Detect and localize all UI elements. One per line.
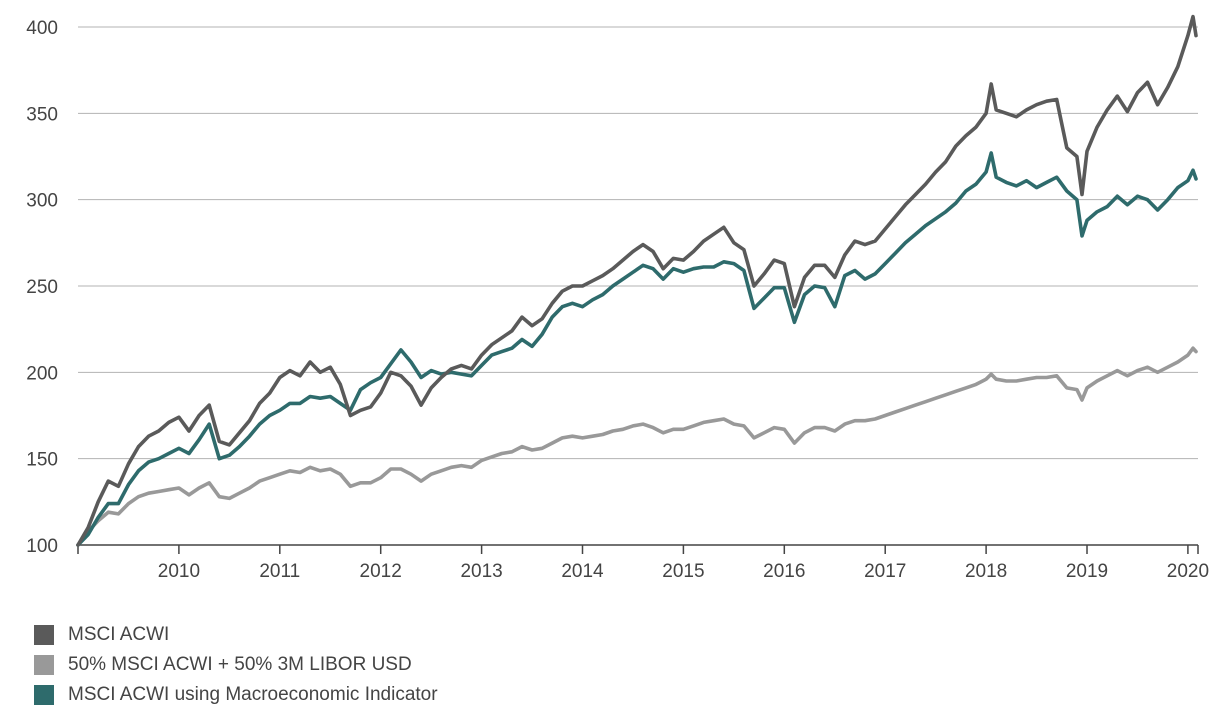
legend-item-blended-libor: 50% MSCI ACWI + 50% 3M LIBOR USD	[34, 650, 438, 680]
y-tick-label: 250	[26, 277, 58, 298]
x-tick-label: 2013	[460, 561, 502, 582]
x-tick-label: 2014	[561, 561, 604, 582]
legend-swatch-msci-acwi	[34, 625, 54, 645]
x-tick-label: 2012	[360, 561, 402, 582]
y-tick-label: 400	[26, 18, 58, 39]
y-tick-label: 200	[26, 363, 58, 384]
x-tick-label: 2019	[1066, 561, 1108, 582]
grid-lines	[78, 26, 1198, 460]
series-lines	[76, 14, 1198, 547]
legend-item-msci-acwi: MSCI ACWI	[34, 620, 438, 650]
y-tick-label: 350	[26, 104, 58, 125]
x-tick-label: 2010	[158, 561, 200, 582]
x-tick-label: 2011	[259, 561, 300, 582]
legend-swatch-macro-indicator	[34, 685, 54, 705]
x-axis-tick-labels: 2010 2011 2012 2013 2014 2015 2016 2017 2018 2019…	[77, 545, 1209, 582]
legend-label-macro-indicator: MSCI ACWI using Macroeconomic Indicator	[68, 684, 438, 705]
x-tick-label: 2016	[763, 561, 805, 582]
x-tick-label: 2017	[864, 561, 906, 582]
y-axis-tick-labels: 100 150 200 250 300 350 400	[26, 18, 58, 557]
series-line-msci-acwi	[76, 14, 1198, 547]
legend-item-macro-indicator: MSCI ACWI using Macroeconomic Indicator	[34, 680, 438, 710]
x-tick-label: 2015	[662, 561, 704, 582]
series-line-macro-indicator	[76, 151, 1198, 547]
legend-label-msci-acwi: MSCI ACWI	[68, 624, 170, 645]
legend: MSCI ACWI 50% MSCI ACWI + 50% 3M LIBOR U…	[34, 620, 438, 710]
series-line-blended-libor	[76, 346, 1198, 547]
y-tick-label: 300	[26, 191, 58, 212]
legend-label-blended-libor: 50% MSCI ACWI + 50% 3M LIBOR USD	[68, 654, 412, 675]
x-tick-label: 2018	[965, 561, 1007, 582]
y-tick-label: 150	[26, 450, 58, 471]
legend-swatch-blended-libor	[34, 655, 54, 675]
x-tick-label: 2020	[1167, 561, 1209, 582]
y-tick-label: 100	[26, 536, 58, 557]
